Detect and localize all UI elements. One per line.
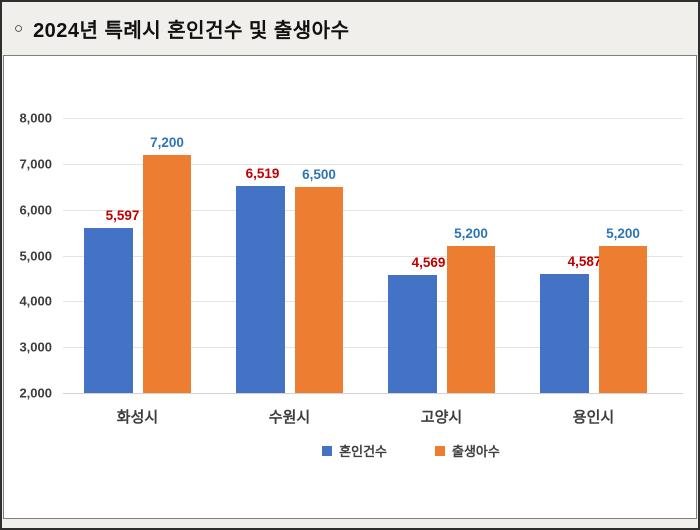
y-tick-label: 4,000 [19, 293, 52, 309]
legend-swatch-icon [435, 445, 445, 456]
bar-혼인건수-용인시 [540, 274, 589, 393]
y-tick-label: 7,000 [19, 156, 52, 172]
page-title: 2024년 특례시 혼인건수 및 출생아수 [33, 20, 350, 42]
data-label-혼인건수-고양시: 4,569 [411, 255, 446, 271]
circle-bullet-icon: ○ [14, 20, 24, 37]
gridline [63, 347, 683, 349]
legend-swatch-icon [322, 445, 333, 456]
y-tick-label: 5,000 [19, 248, 52, 263]
data-label-혼인건수-용인시: 4,587 [567, 254, 602, 270]
legend: 혼인건수 출생아수 [63, 441, 683, 460]
gridline [63, 255, 683, 257]
x-category-label-고양시: 고양시 [420, 409, 463, 426]
y-tick-label: 3,000 [19, 339, 52, 355]
x-category-label-화성시: 화성시 [116, 409, 159, 426]
bar-혼인건수-화성시 [84, 228, 133, 393]
plot-area: 5,597 6,519 4,569 4,587 7,200 6,500 5,200 5,200 [63, 118, 683, 394]
data-label-혼인건수-화성시: 5,597 [105, 208, 140, 224]
bar-출생아수-수원시 [295, 186, 343, 393]
bar-출생아수-용인시 [599, 246, 647, 393]
data-label-출생아수-고양시: 5,200 [454, 226, 488, 242]
x-category-label-수원시: 수원시 [268, 409, 311, 426]
data-label-출생아수-수원시: 6,500 [302, 166, 336, 182]
legend-item-출생아수: 출생아수 [435, 441, 500, 460]
data-label-출생아수-용인시: 5,200 [606, 226, 640, 242]
y-tick-label: 6,000 [19, 202, 52, 218]
y-tick-label: 8,000 [19, 110, 52, 126]
chart-panel: 5,597 6,519 4,569 4,587 7,200 6,500 5,200 5,200… [3, 55, 697, 519]
gridline [63, 163, 683, 165]
gridline [63, 301, 683, 303]
legend-item-혼인건수: 혼인건수 [322, 441, 387, 460]
legend-label: 혼인건수 [339, 444, 387, 459]
legend-label: 출생아수 [452, 444, 500, 459]
data-label-출생아수-화성시: 7,200 [150, 134, 184, 150]
chart-header: ○ 2024년 특례시 혼인건수 및 출생아수 [2, 2, 698, 55]
data-label-혼인건수-수원시: 6,519 [245, 165, 280, 181]
x-category-label-용인시: 용인시 [572, 409, 615, 426]
bar-출생아수-화성시 [143, 154, 191, 393]
bar-혼인건수-고양시 [388, 275, 437, 393]
gridline [63, 209, 683, 211]
bar-출생아수-고양시 [447, 246, 495, 393]
y-tick-label: 2,000 [19, 385, 52, 401]
gridline [63, 118, 683, 119]
x-axis-line [63, 393, 683, 394]
bar-혼인건수-수원시 [236, 185, 285, 393]
